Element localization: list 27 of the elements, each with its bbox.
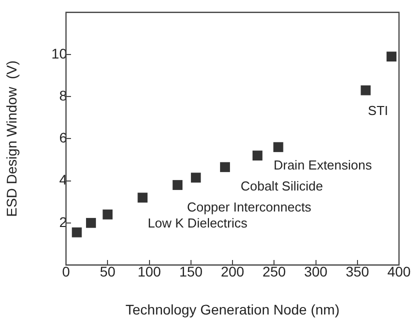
x-tick-label: 350 [346,263,370,280]
annotation: Cobalt Silicide [240,178,323,194]
point [220,162,230,172]
x-tick-label: 200 [220,263,244,280]
x-tick-label: 400 [387,263,411,280]
point [190,172,201,183]
annotation: Copper Interconnects [187,199,312,214]
x-tick-label: 0 [62,263,70,280]
x-tick-label: 250 [262,263,286,280]
annotation: Drain Extensions [274,157,372,172]
annotation: STI [368,103,388,118]
x-tick-label: 300 [304,263,328,280]
x-tick-label: 50 [100,263,116,280]
point [360,85,371,96]
point [273,142,284,152]
x-tick-label: 150 [179,263,203,280]
point [72,227,82,238]
point [138,192,148,203]
point [172,180,183,190]
point [252,150,262,160]
point [386,52,396,62]
y-axis-title: ESD Design Window (V) [3,60,20,217]
annotation: Low K Dielectrics [148,215,248,230]
x-axis-title: Technology Generation Node (nm) [125,301,340,318]
x-tick-label: 100 [138,263,162,280]
point [86,218,96,228]
point [102,210,113,220]
